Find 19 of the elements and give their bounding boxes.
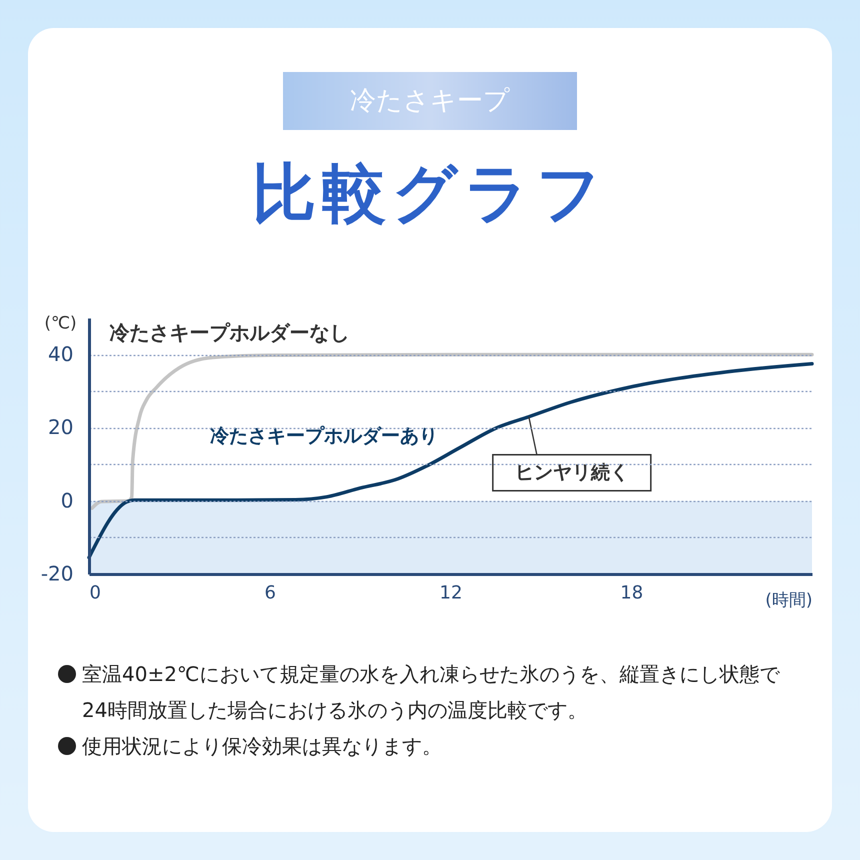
line-series [90, 352, 814, 510]
annotation: ヒンヤリ続く [514, 462, 629, 484]
series-label: 冷たさキープホルダーあり [210, 425, 438, 448]
y-tick-label: 0 [60, 488, 74, 512]
line-series [87, 362, 814, 560]
text: 室温40±2℃において規定量の水を入れ凍らせた氷のうを、縦置きにし状態で24時間放置した場合における氷のう内の温度比較です。 [81, 661, 781, 724]
y-axis-title: (℃) [44, 314, 77, 334]
x-tick-label: 18 [620, 582, 644, 604]
x-tick-label: 12 [440, 582, 462, 604]
text: 使用状況により保冷効果は異なります。 [81, 733, 443, 760]
series-label: 冷たさキープホルダーなし [109, 320, 350, 345]
x-tick-label: 6 [264, 582, 276, 604]
x-axis-title: (時間) [765, 590, 812, 610]
y-tick-label: -20 [40, 562, 74, 586]
chart-subtitle: 冷たさキープ [283, 72, 577, 130]
y-tick-label: 20 [48, 415, 74, 440]
chart-title: 比較グラフ [251, 156, 609, 233]
y-tick-label: 40 [48, 342, 74, 366]
x-tick-label: 0 [90, 582, 101, 604]
